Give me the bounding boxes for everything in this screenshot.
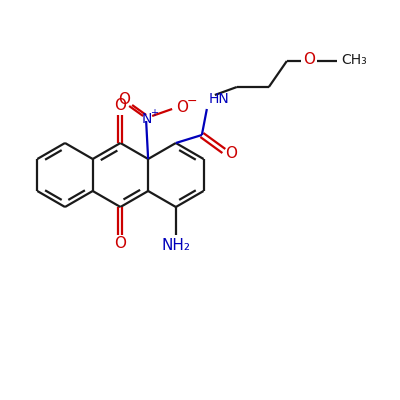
- Text: NH₂: NH₂: [161, 238, 190, 252]
- Text: O: O: [114, 98, 126, 114]
- Text: O: O: [118, 92, 130, 106]
- Text: O: O: [303, 52, 315, 66]
- Text: −: −: [187, 94, 197, 108]
- Text: O: O: [114, 236, 126, 252]
- Text: HN: HN: [209, 92, 230, 106]
- Text: O: O: [176, 100, 188, 114]
- Text: CH₃: CH₃: [341, 53, 367, 67]
- Text: O: O: [225, 146, 237, 160]
- Text: +: +: [150, 108, 158, 118]
- Text: N: N: [142, 112, 152, 126]
